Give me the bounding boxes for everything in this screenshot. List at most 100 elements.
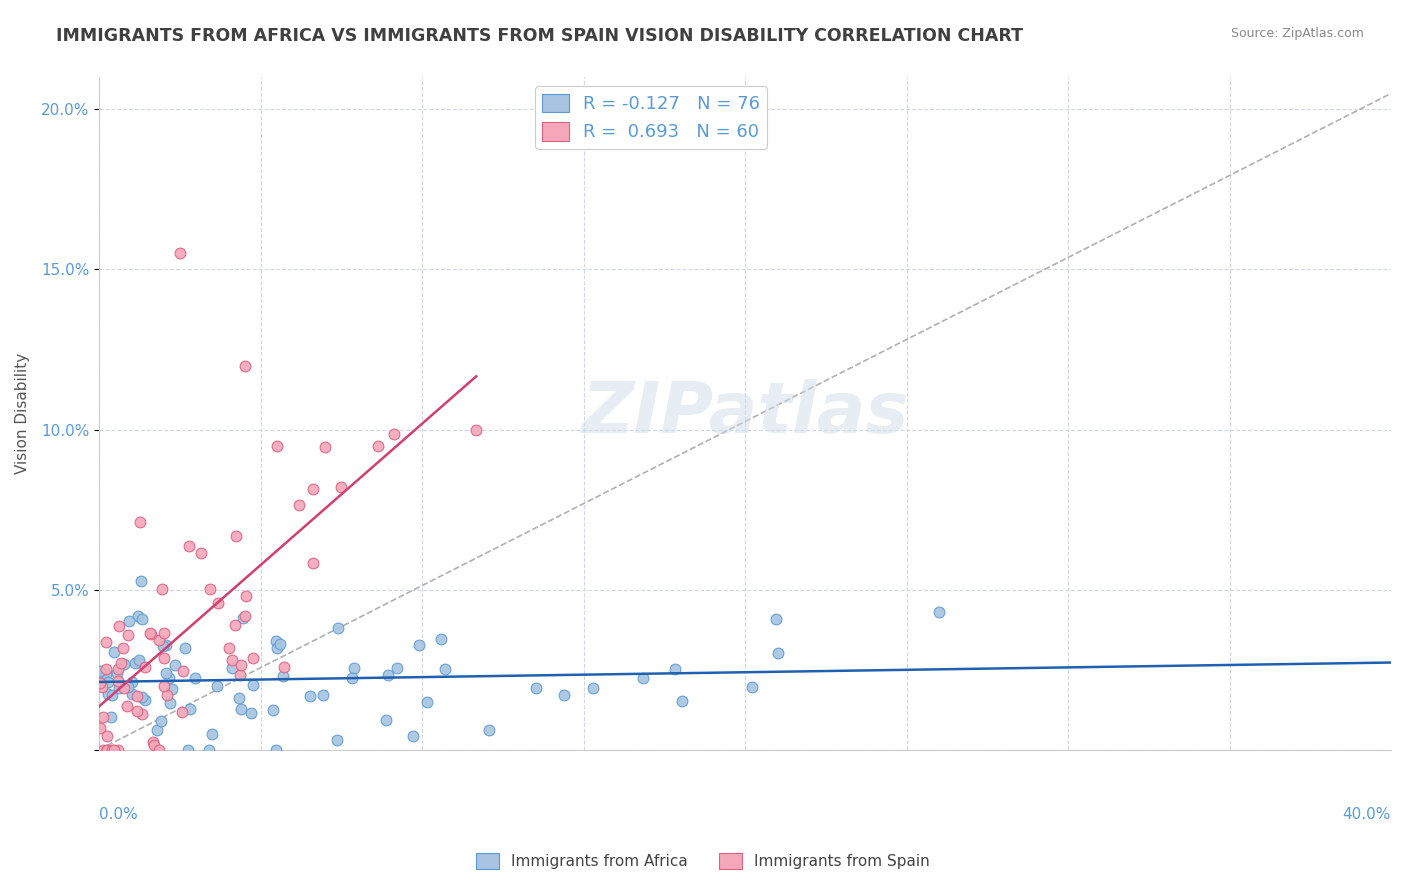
Point	[112, 681, 135, 695]
Point	[121, 675, 143, 690]
Text: IMMIGRANTS FROM AFRICA VS IMMIGRANTS FROM SPAIN VISION DISABILITY CORRELATION CH: IMMIGRANTS FROM AFRICA VS IMMIGRANTS FRO…	[56, 27, 1024, 45]
Point	[108, 681, 131, 695]
Point	[264, 634, 287, 648]
Point	[434, 662, 457, 676]
Point	[131, 707, 153, 722]
Point	[142, 735, 165, 749]
Point	[131, 612, 153, 626]
Point	[239, 706, 262, 721]
Legend: Immigrants from Africa, Immigrants from Spain: Immigrants from Africa, Immigrants from …	[470, 847, 936, 875]
Point	[94, 662, 117, 676]
Point	[266, 438, 288, 452]
Point	[131, 574, 153, 588]
Point	[221, 652, 243, 666]
Point	[112, 657, 135, 671]
Point	[553, 689, 575, 703]
Point	[169, 246, 191, 260]
Point	[165, 657, 187, 672]
Point	[89, 664, 111, 678]
Text: ZIPatlas: ZIPatlas	[582, 379, 908, 448]
Point	[127, 704, 149, 718]
Point	[478, 723, 501, 738]
Point	[107, 674, 129, 689]
Point	[134, 660, 156, 674]
Point	[134, 693, 156, 707]
Point	[127, 655, 149, 669]
Point	[179, 702, 201, 716]
Text: 0.0%: 0.0%	[100, 807, 138, 822]
Point	[107, 662, 129, 676]
Point	[170, 705, 193, 719]
Point	[765, 612, 787, 626]
Point	[264, 742, 287, 756]
Point	[198, 742, 221, 756]
Point	[229, 668, 252, 682]
Point	[101, 688, 124, 702]
Point	[741, 681, 763, 695]
Point	[631, 672, 654, 686]
Point	[179, 539, 201, 553]
Point	[298, 689, 321, 703]
Point	[117, 628, 139, 642]
Point	[301, 557, 323, 571]
Point	[124, 656, 146, 670]
Point	[402, 729, 425, 743]
Point	[96, 742, 118, 756]
Point	[218, 640, 240, 655]
Point	[97, 675, 120, 690]
Point	[94, 667, 117, 681]
Point	[198, 582, 221, 596]
Point	[266, 640, 288, 655]
Point	[408, 639, 430, 653]
Point	[146, 723, 169, 738]
Point	[91, 742, 114, 756]
Point	[127, 609, 149, 624]
Point	[155, 665, 177, 680]
Point	[928, 605, 950, 619]
Point	[117, 615, 139, 629]
Point	[153, 650, 176, 665]
Point	[287, 498, 309, 512]
Point	[110, 656, 132, 670]
Point	[231, 658, 253, 673]
Point	[103, 742, 125, 756]
Point	[205, 679, 228, 693]
Point	[97, 687, 120, 701]
Point	[89, 721, 111, 735]
Point	[301, 482, 323, 496]
Point	[91, 670, 114, 684]
Point	[233, 608, 256, 623]
Point	[96, 730, 118, 744]
Point	[160, 682, 183, 697]
Point	[152, 639, 174, 653]
Point	[664, 662, 686, 676]
Point	[415, 695, 437, 709]
Point	[117, 680, 139, 694]
Point	[330, 480, 353, 494]
Point	[128, 653, 150, 667]
Point	[224, 618, 246, 632]
Point	[326, 622, 349, 636]
Point	[159, 671, 181, 685]
Text: 40.0%: 40.0%	[1343, 807, 1391, 822]
Point	[89, 676, 111, 690]
Point	[242, 651, 264, 665]
Point	[326, 733, 349, 747]
Point	[148, 742, 170, 756]
Point	[228, 690, 250, 705]
Point	[159, 696, 181, 710]
Point	[105, 665, 128, 680]
Point	[121, 687, 143, 701]
Point	[582, 681, 605, 695]
Point	[90, 681, 112, 695]
Point	[176, 742, 198, 756]
Point	[143, 739, 166, 753]
Point	[342, 671, 364, 685]
Point	[190, 546, 212, 560]
Point	[225, 528, 247, 542]
Point	[127, 689, 149, 703]
Point	[96, 742, 118, 756]
Point	[242, 677, 264, 691]
Point	[141, 627, 163, 641]
Point	[311, 688, 333, 702]
